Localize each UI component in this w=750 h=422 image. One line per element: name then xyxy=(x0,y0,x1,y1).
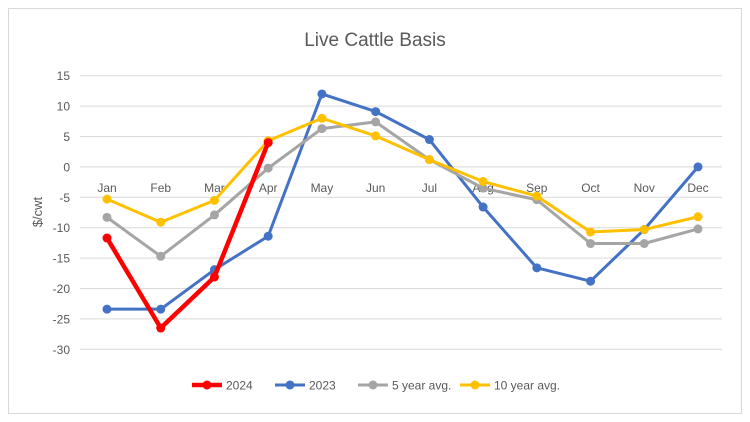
x-tick-label: Jul xyxy=(422,181,437,195)
x-tick-label: Jun xyxy=(366,181,385,195)
x-tick-label: Oct xyxy=(581,181,600,195)
data-point xyxy=(424,135,434,145)
legend-item: 2023 xyxy=(275,379,336,393)
legend-label: 5 year avg. xyxy=(392,379,451,393)
y-tick-label: 15 xyxy=(57,69,71,83)
data-point xyxy=(532,191,542,201)
data-point xyxy=(371,117,381,127)
data-point xyxy=(209,272,219,282)
data-point xyxy=(156,304,166,314)
x-tick-label: Feb xyxy=(150,181,171,195)
y-tick-label: -20 xyxy=(53,282,71,296)
data-point xyxy=(424,155,434,165)
y-tick-label: -30 xyxy=(53,343,71,357)
legend-marker xyxy=(470,380,480,390)
data-point xyxy=(371,131,381,141)
data-point xyxy=(102,212,112,222)
data-point xyxy=(209,195,219,205)
data-point xyxy=(586,276,596,286)
data-point xyxy=(478,183,488,193)
data-point xyxy=(532,263,542,273)
data-point xyxy=(586,239,596,249)
data-point xyxy=(156,251,166,261)
chart-border xyxy=(8,8,742,414)
y-tick-label: 5 xyxy=(63,130,70,144)
x-tick-label: Jan xyxy=(97,181,116,195)
legend-label: 2024 xyxy=(226,379,253,393)
legend-item: 5 year avg. xyxy=(358,379,451,393)
x-tick-label: Apr xyxy=(259,181,278,195)
data-point xyxy=(693,162,703,172)
x-tick-label: Mar xyxy=(204,181,225,195)
y-tick-label: -25 xyxy=(53,312,71,326)
data-point xyxy=(263,138,273,148)
legend-label: 10 year avg. xyxy=(494,379,560,393)
data-point xyxy=(478,176,488,186)
x-tick-label: Nov xyxy=(634,181,655,195)
series-line xyxy=(106,120,699,258)
data-point xyxy=(209,210,219,220)
legend-marker xyxy=(368,380,378,390)
chart-title: Live Cattle Basis xyxy=(304,30,446,51)
y-axis-label: $/cwt xyxy=(30,196,45,227)
legend-marker xyxy=(202,380,212,390)
data-point xyxy=(371,107,381,117)
x-tick-label: Sep xyxy=(526,181,548,195)
data-point xyxy=(156,217,166,227)
y-tick-label: -5 xyxy=(59,191,70,205)
x-tick-label: May xyxy=(311,181,334,195)
data-point xyxy=(102,304,112,314)
x-tick-label: Dec xyxy=(687,181,708,195)
data-point xyxy=(586,227,596,237)
series-2023 xyxy=(102,89,703,314)
series-2024 xyxy=(102,138,273,333)
data-point xyxy=(263,231,273,241)
series-10-year-avg- xyxy=(102,113,703,237)
data-point xyxy=(102,233,112,243)
data-point xyxy=(639,239,649,249)
data-point xyxy=(263,163,273,173)
y-tick-label: -15 xyxy=(53,252,71,266)
data-point xyxy=(317,89,327,99)
legend-item: 10 year avg. xyxy=(460,379,560,393)
series-line xyxy=(105,141,271,331)
data-point xyxy=(478,202,488,212)
data-point xyxy=(317,124,327,134)
data-point xyxy=(156,323,166,333)
y-tick-label: -10 xyxy=(53,221,71,235)
data-point xyxy=(317,113,327,123)
data-point xyxy=(693,224,703,234)
legend-item: 2024 xyxy=(192,379,253,393)
legend-marker xyxy=(285,380,295,390)
y-tick-label: 0 xyxy=(63,160,70,174)
data-point xyxy=(693,212,703,222)
data-point xyxy=(639,225,649,235)
legend-label: 2023 xyxy=(309,379,336,393)
data-point xyxy=(102,194,112,204)
series-line xyxy=(106,116,699,234)
series-line xyxy=(107,92,700,311)
y-tick-label: 10 xyxy=(57,100,71,114)
